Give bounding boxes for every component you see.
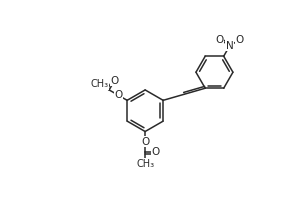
Text: O: O	[216, 35, 224, 45]
Text: O: O	[152, 147, 160, 157]
Text: O: O	[114, 90, 123, 100]
Text: CH₃: CH₃	[136, 159, 154, 169]
Text: O: O	[236, 35, 244, 45]
Text: N: N	[226, 41, 234, 51]
Text: CH₃: CH₃	[90, 79, 108, 89]
Text: O: O	[110, 76, 119, 86]
Text: O: O	[141, 136, 149, 146]
